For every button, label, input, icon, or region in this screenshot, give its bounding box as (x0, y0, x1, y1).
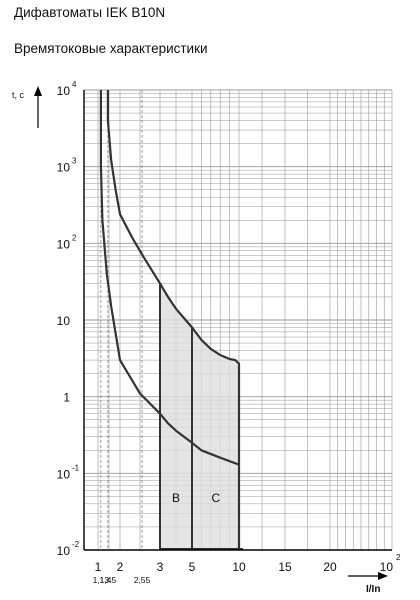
region-b (160, 283, 192, 550)
x-sub-tick-label: 1,13 (93, 575, 110, 585)
y-axis-arrowhead (34, 86, 42, 96)
region-label-b: B (172, 491, 180, 505)
y-tick-label: 10 (57, 161, 71, 175)
x-tick-label: 5 (189, 560, 196, 574)
y-tick-exponent: 3 (72, 157, 77, 166)
y-tick-label: 10 (57, 467, 71, 481)
x-sub-tick-label: 1,45 (100, 575, 117, 585)
x-tick-label: 3 (157, 560, 164, 574)
curve-lower (99, 90, 240, 466)
region-c (192, 327, 239, 550)
chart-title: Дифавтоматы IEK B10N (14, 5, 166, 20)
y-tick-label: 10 (57, 237, 71, 251)
x-tick-label: 10 (380, 560, 394, 574)
chart-subtitle: Времятоковые характеристики (14, 41, 208, 56)
y-axis-label: t, c (12, 90, 25, 100)
x-tick-label: 10 (232, 560, 246, 574)
y-tick-label: 1 (63, 391, 70, 405)
y-tick-exponent: -1 (72, 463, 80, 472)
x-sub-tick-label: 2,55 (134, 575, 151, 585)
curves (99, 90, 241, 550)
trip-regions (159, 283, 243, 550)
x-axis-arrowhead (378, 572, 388, 580)
y-tick-exponent: 2 (72, 233, 77, 242)
x-tick-label: 2 (117, 560, 124, 574)
y-tick-label: 10 (57, 314, 71, 328)
y-tick-label: 10 (57, 84, 71, 98)
x-tick-label: 1 (95, 560, 102, 574)
x-tick-label: 15 (278, 560, 292, 574)
x-tick-exponent: 2 (396, 553, 401, 562)
y-tick-exponent: -2 (72, 540, 80, 549)
y-tick-exponent: 4 (72, 80, 77, 89)
y-tick-label: 10 (57, 544, 71, 558)
x-tick-label: 20 (323, 560, 337, 574)
curve-upper (106, 90, 241, 550)
axes (34, 86, 392, 580)
region-label-c: C (212, 491, 221, 505)
x-axis-label: I/In (366, 584, 380, 595)
